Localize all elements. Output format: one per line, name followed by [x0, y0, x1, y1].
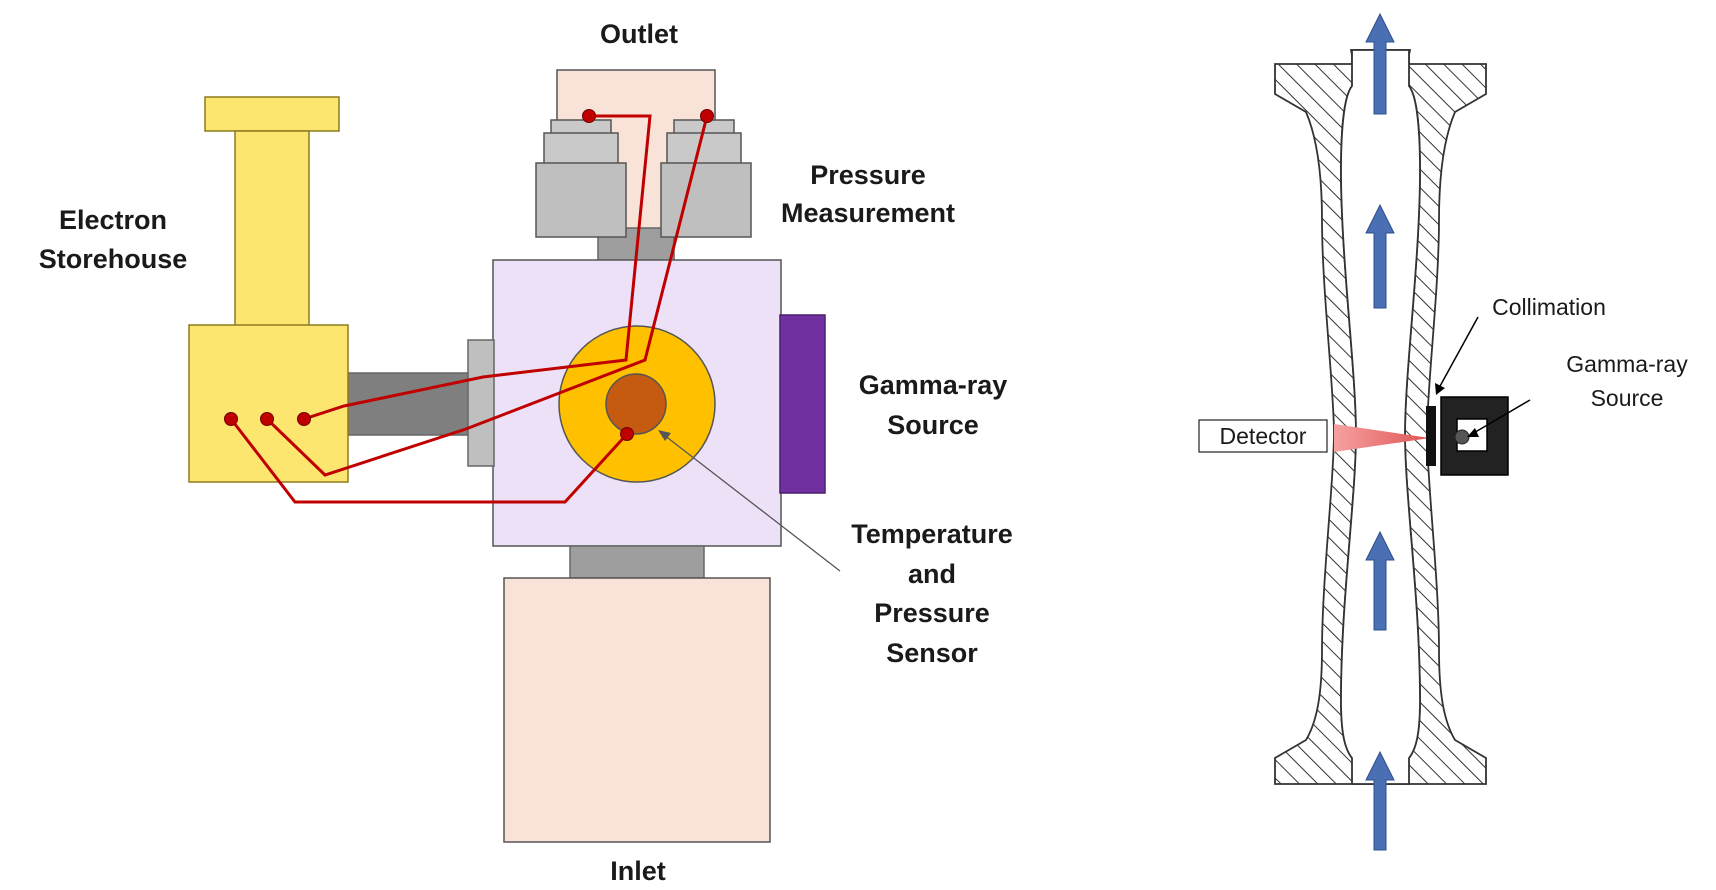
wires [229, 114, 709, 504]
storehouse-column [234, 130, 310, 327]
detector-label: Detector [1220, 423, 1307, 449]
sensor-label-line4: Sensor [886, 638, 978, 668]
left-diagram: Outlet Inlet Electron Storehouse Pressur… [39, 19, 1013, 886]
collimation-pointer [1438, 316, 1479, 389]
flow-arrow-lower [1365, 530, 1395, 631]
source-pointer [1471, 399, 1531, 435]
storehouse-top-cap [204, 96, 340, 132]
inlet-block [503, 577, 771, 843]
sensor-label-line1: Temperature [851, 519, 1013, 549]
right-diagram: Detector Collimation Gamma-ray Source [1198, 12, 1688, 851]
gamma-ray-source-label-line1: Gamma-ray [859, 370, 1008, 400]
gamma-ray-source-block [779, 314, 826, 494]
source-pointer-head [1467, 428, 1479, 437]
storehouse-flange [467, 339, 495, 467]
sensor-pointer-line [663, 434, 841, 572]
sensor-inner-core [605, 373, 667, 435]
outlet-label: Outlet [600, 19, 678, 49]
pressure-gauge-left [535, 119, 627, 238]
pipe-bore [1340, 49, 1421, 785]
gamma-ray-source-label-line2: Source [887, 410, 979, 440]
right-gamma-ray-source-label-line2: Source [1591, 385, 1664, 411]
pressure-measurement-label-line1: Pressure [810, 160, 926, 190]
collimation-pointer-head [1435, 383, 1445, 395]
collimator-bar [1426, 406, 1436, 466]
collimation-label: Collimation [1492, 294, 1606, 320]
detector-box [1198, 419, 1328, 453]
pressure-measurement-label-line2: Measurement [781, 198, 955, 228]
inlet-neck [569, 545, 705, 579]
source-pellet [1454, 429, 1470, 445]
flow-arrow-bottom [1365, 750, 1395, 851]
sensor-pointer-arrowhead [658, 430, 671, 441]
wire-terminals [224, 109, 714, 441]
electron-storehouse-label-line1: Electron [59, 205, 167, 235]
sensor-label-line2: and [908, 559, 956, 589]
sensor-label-line3: Pressure [874, 598, 990, 628]
right-gamma-ray-source-label-line1: Gamma-ray [1566, 351, 1688, 377]
storehouse-base [188, 324, 349, 483]
flow-arrow-upper [1365, 203, 1395, 309]
inlet-label: Inlet [610, 856, 666, 886]
gamma-beam [1334, 424, 1430, 452]
pressure-gauge-right [660, 119, 752, 238]
flow-arrow-top [1365, 12, 1395, 115]
electron-storehouse-label-line2: Storehouse [39, 244, 188, 274]
